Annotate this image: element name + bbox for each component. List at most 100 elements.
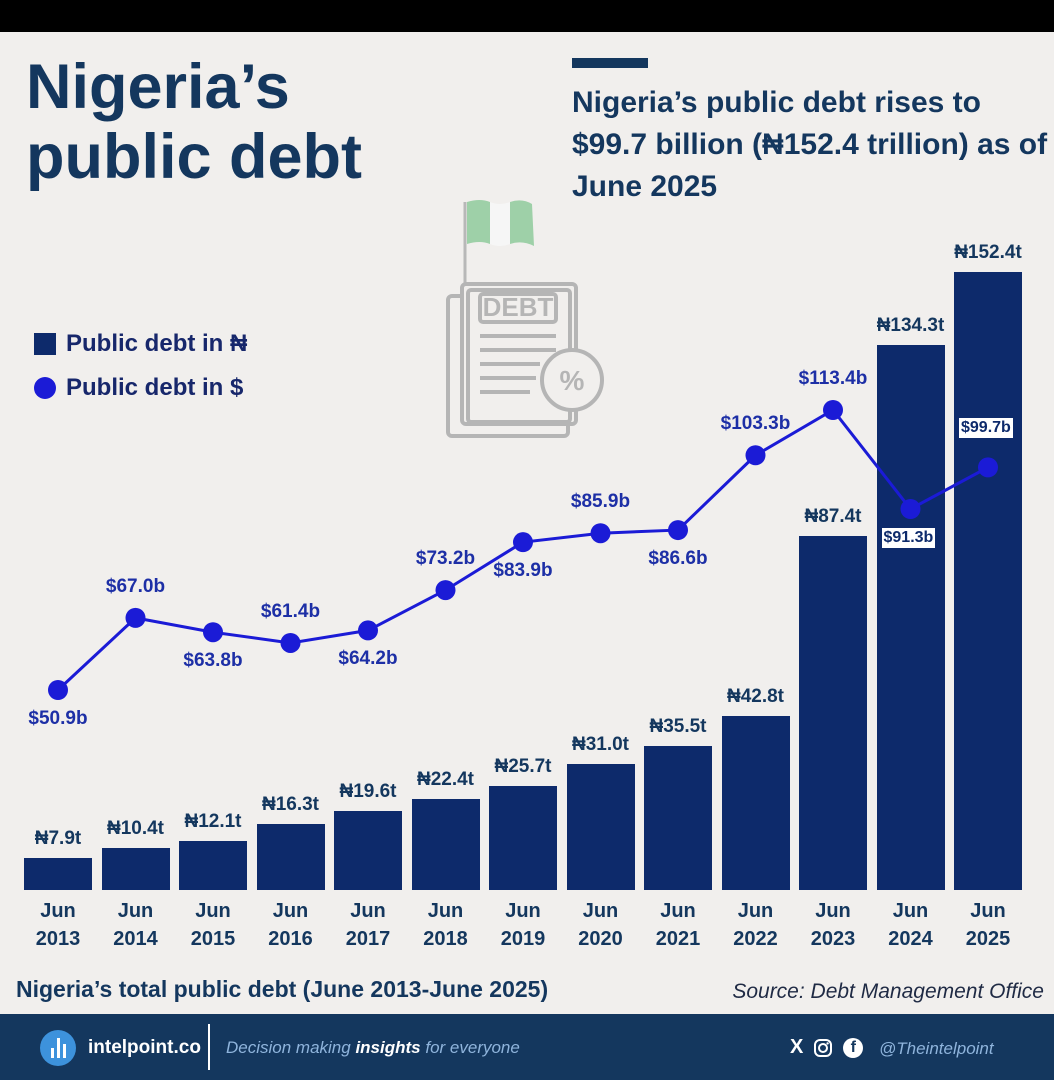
social-icons: X f — [790, 1036, 873, 1059]
legend-label-naira: Public debt in ₦ — [66, 330, 248, 357]
usd-label-7: $85.9b — [570, 491, 631, 513]
bar-label-2: ₦12.1t — [184, 810, 242, 832]
x-tick-5: Jun 2018 — [406, 897, 486, 953]
title-line-1: Nigeria’s — [26, 52, 290, 122]
x-tick-year: 2018 — [423, 928, 468, 950]
bar-naira-5 — [411, 799, 480, 890]
usd-point-4 — [358, 620, 378, 641]
bar-naira-1 — [101, 847, 170, 890]
x-tick-11: Jun 2024 — [871, 897, 951, 953]
tagline: Decision making insights for everyone — [226, 1038, 520, 1058]
instagram-icon[interactable] — [813, 1038, 833, 1058]
bar-label-3: ₦16.3t — [261, 793, 320, 815]
x-tick-month: Jun — [815, 900, 851, 922]
x-tick-1: Jun 2014 — [96, 897, 176, 953]
x-tick-year: 2016 — [268, 928, 313, 950]
usd-point-10 — [823, 400, 843, 420]
bar-naira-6 — [489, 785, 557, 890]
x-tick-month: Jun — [582, 900, 619, 922]
bar-label-0: ₦7.9t — [34, 827, 82, 849]
brand-bars-icon — [51, 1038, 67, 1058]
x-tick-year: 2023 — [810, 928, 856, 950]
legend-item-naira: Public debt in ₦ — [34, 322, 247, 366]
x-tick-month: Jun — [660, 900, 696, 922]
x-tick-month: Jun — [505, 900, 541, 922]
x-tick-year: 2020 — [578, 928, 623, 950]
usd-point-1 — [125, 607, 146, 628]
bar-naira-12 — [954, 272, 1022, 890]
bar-label-7: ₦31.0t — [571, 734, 630, 756]
legend: Public debt in ₦ Public debt in $ — [34, 322, 247, 410]
bar-naira-4 — [334, 810, 402, 890]
usd-point-5 — [435, 580, 456, 601]
bar-naira-9 — [721, 716, 790, 890]
x-tick-month: Jun — [272, 900, 309, 922]
bar-naira-8 — [644, 746, 712, 890]
bar-naira-3 — [256, 823, 325, 890]
tagline-bold: insights — [355, 1038, 421, 1057]
x-tick-12: Jun 2025 — [948, 897, 1028, 953]
brand-name[interactable]: intelpoint.co — [88, 1037, 201, 1058]
x-icon[interactable]: X — [790, 1036, 804, 1058]
x-tick-0: Jun 2013 — [18, 897, 98, 953]
bar-naira-2 — [179, 840, 247, 890]
bar-label-9: ₦42.8t — [726, 686, 785, 708]
accent-line — [572, 58, 648, 68]
bar-label-12: ₦152.4t — [954, 242, 1022, 263]
doc-label: DEBT — [483, 292, 554, 322]
dot-marker-icon — [34, 377, 56, 399]
x-tick-month: Jun — [892, 900, 929, 922]
usd-point-3 — [280, 632, 301, 653]
x-tick-year: 2017 — [345, 928, 391, 950]
top-black-bar — [0, 0, 1054, 32]
x-tick-year: 2022 — [733, 928, 778, 950]
usd-point-0 — [48, 680, 68, 700]
usd-label-4: $64.2b — [338, 648, 398, 670]
x-tick-7: Jun 2020 — [561, 897, 641, 953]
bar-label-1: ₦10.4t — [106, 817, 165, 839]
tagline-part-2: for everyone — [420, 1038, 520, 1057]
legend-item-usd: Public debt in $ — [34, 366, 247, 410]
x-tick-3: Jun 2016 — [251, 897, 331, 953]
x-tick-year: 2015 — [190, 928, 236, 950]
legend-label-usd: Public debt in $ — [66, 374, 244, 401]
bar-naira-11 — [876, 345, 945, 890]
x-tick-9: Jun 2022 — [716, 897, 796, 953]
chart-caption: Nigeria’s total public debt (June 2013-J… — [16, 976, 549, 1002]
x-tick-month: Jun — [195, 900, 231, 922]
x-tick-6: Jun 2019 — [483, 897, 563, 953]
usd-label-6: $83.9b — [493, 560, 553, 582]
social-handle[interactable]: @Theintelpoint — [879, 1039, 994, 1058]
bar-naira-7 — [566, 764, 635, 890]
x-tick-month: Jun — [970, 900, 1006, 922]
bar-naira-0 — [24, 857, 92, 890]
bar-naira-10 — [799, 535, 867, 890]
nigeria-flag-icon — [463, 200, 534, 290]
x-tick-month: Jun — [350, 900, 386, 922]
usd-point-6 — [513, 532, 533, 553]
x-tick-year: 2013 — [35, 928, 81, 950]
debt-document-icon — [446, 282, 604, 438]
facebook-icon[interactable]: f — [843, 1037, 864, 1058]
usd-label-9: $103.3b — [720, 413, 791, 435]
x-tick-2: Jun 2015 — [173, 897, 253, 953]
bar-label-6: ₦25.7t — [494, 755, 552, 777]
usd-label-10: $113.4b — [798, 368, 868, 389]
x-tick-year: 2021 — [655, 928, 701, 950]
debt-document-illustration: DEBT % — [446, 200, 604, 438]
x-tick-8: Jun 2021 — [638, 897, 718, 953]
tagline-part-1: Decision making — [226, 1038, 356, 1057]
page-title: Nigeria’s public debt — [26, 52, 362, 192]
usd-label-3: $61.4b — [260, 600, 321, 622]
usd-label-12: $99.7b — [958, 417, 1014, 440]
usd-label-5: $73.2b — [415, 548, 476, 570]
x-tick-month: Jun — [117, 900, 154, 922]
usd-label-2: $63.8b — [183, 650, 243, 672]
x-tick-10: Jun 2023 — [793, 897, 873, 953]
x-tick-year: 2019 — [500, 928, 546, 950]
bar-label-10: ₦87.4t — [804, 505, 862, 527]
source-note: Source: Debt Management Office — [732, 980, 1044, 1003]
percent-icon: % — [560, 365, 585, 396]
footer-bar — [0, 1014, 1054, 1080]
